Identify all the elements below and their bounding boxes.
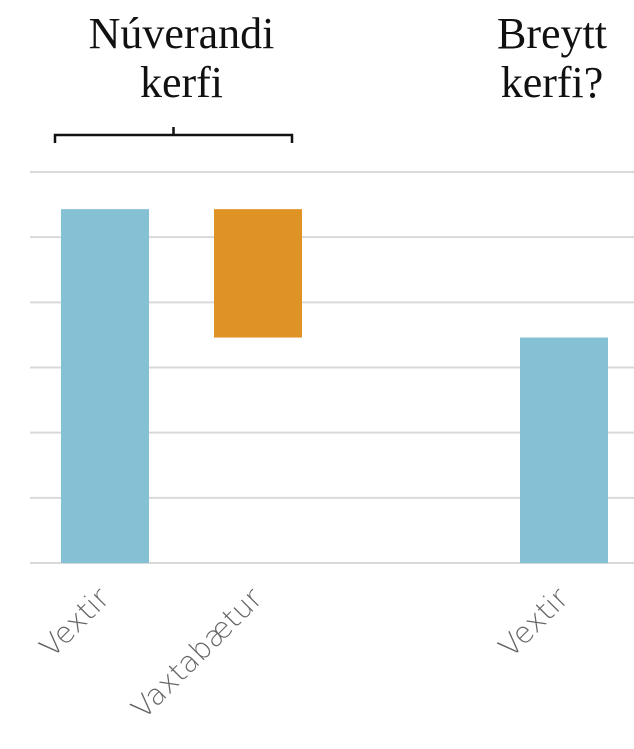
annotation: kerfi <box>140 58 223 107</box>
annotation: Núverandi <box>89 9 275 58</box>
bar <box>520 337 608 563</box>
bar <box>61 209 149 563</box>
x-tick-label: Vextir <box>33 581 116 664</box>
x-tick-label: Vaxtabætur <box>125 581 269 725</box>
bar <box>214 209 302 338</box>
x-tick-label: Vextir <box>492 581 575 664</box>
annotation: kerfi? <box>501 58 604 107</box>
annotation: Breytt <box>497 9 607 58</box>
bracket <box>53 127 294 143</box>
